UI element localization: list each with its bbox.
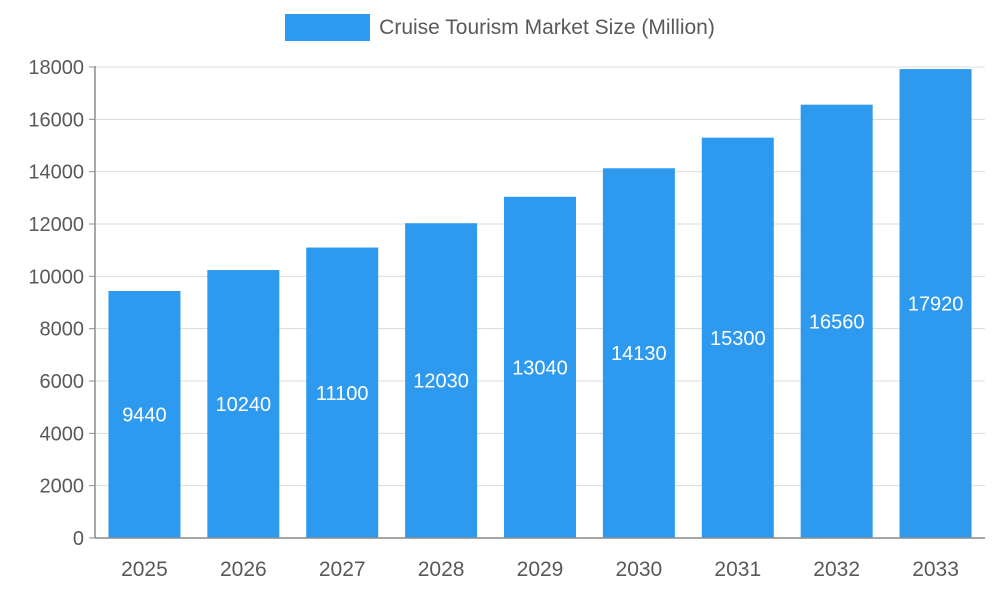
bar-2029 bbox=[504, 196, 576, 538]
bar-2033 bbox=[899, 69, 972, 539]
bar-value-label: 11100 bbox=[316, 383, 369, 405]
bar-2030 bbox=[602, 168, 675, 538]
bar-2028 bbox=[405, 223, 478, 538]
x-tick-label: 2025 bbox=[121, 558, 168, 581]
bar-2031 bbox=[701, 137, 774, 538]
bar-value-label: 10240 bbox=[216, 394, 272, 416]
bar-2026 bbox=[207, 270, 280, 538]
x-tick-label: 2032 bbox=[813, 558, 860, 581]
bar-2032 bbox=[800, 104, 873, 539]
y-tick-label: 4000 bbox=[40, 423, 85, 445]
y-tick-label: 12000 bbox=[28, 214, 84, 236]
y-tick-label: 14000 bbox=[28, 162, 84, 184]
y-tick-label: 10000 bbox=[28, 266, 84, 288]
bar-value-label: 14130 bbox=[611, 343, 667, 365]
x-tick-label: 2028 bbox=[418, 558, 465, 581]
x-tick-label: 2027 bbox=[319, 558, 366, 581]
bar-value-label: 16560 bbox=[809, 311, 865, 333]
y-tick-label: 16000 bbox=[28, 109, 84, 131]
y-tick-label: 2000 bbox=[40, 476, 85, 498]
x-tick-label: 2030 bbox=[616, 558, 663, 581]
legend-label: Cruise Tourism Market Size (Million) bbox=[379, 15, 715, 39]
x-tick-label: 2031 bbox=[714, 558, 761, 581]
x-tick-label: 2026 bbox=[220, 558, 267, 581]
legend-swatch bbox=[285, 14, 371, 41]
x-tick-label: 2033 bbox=[912, 558, 959, 581]
y-tick-label: 6000 bbox=[40, 371, 85, 393]
bar-value-label: 12030 bbox=[413, 371, 469, 393]
y-tick-label: 8000 bbox=[40, 319, 85, 341]
bar-2027 bbox=[306, 247, 379, 539]
y-tick-label: 0 bbox=[73, 528, 84, 550]
legend: Cruise Tourism Market Size (Million) bbox=[0, 14, 1000, 41]
bar-value-label: 13040 bbox=[512, 357, 568, 379]
bar-value-label: 17920 bbox=[908, 294, 964, 316]
x-tick-label: 2029 bbox=[517, 558, 564, 581]
y-tick-label: 18000 bbox=[28, 57, 84, 79]
bar-value-label: 15300 bbox=[710, 328, 766, 350]
bar-value-label: 9440 bbox=[122, 404, 167, 426]
bar-2025 bbox=[108, 290, 181, 538]
